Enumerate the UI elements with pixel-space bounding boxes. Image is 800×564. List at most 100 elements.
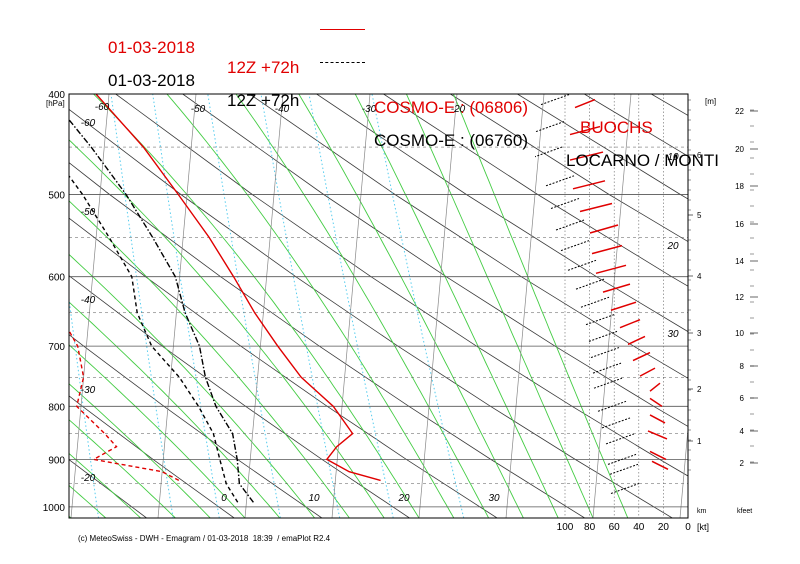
height-m-tick-label: 1: [697, 437, 702, 446]
buochs-wind-barb: [627, 335, 646, 346]
buochs-wind-barb: [619, 318, 641, 329]
buochs-wind-barb: [591, 244, 623, 255]
dry-adiabat: [382, 94, 688, 287]
locarno-wind-barb: [597, 400, 627, 412]
height-ft-tick-label: 22: [735, 107, 744, 116]
locarno-wind-barb: [560, 240, 590, 252]
isotherm: [505, 94, 545, 518]
pressure-tick-label: 400: [48, 90, 65, 101]
wind-barbs: [535, 94, 669, 494]
buochs-wind-barb: [632, 351, 651, 362]
isotherm: [244, 94, 284, 518]
buochs-wind-barb: [579, 202, 613, 213]
isotherm-label: 10: [308, 493, 320, 504]
buochs-wind-barb: [647, 430, 668, 440]
moist-adiabat: [69, 344, 246, 518]
legend-run: 12Z +72h: [227, 58, 300, 77]
height-ft-tick-label: 12: [735, 293, 744, 302]
legend-run: 12Z +72h: [227, 91, 300, 110]
moist-label: 20: [666, 241, 679, 252]
height-m-tick-label: 3: [697, 329, 702, 338]
legend-model: COSMO-E : (06806): [374, 98, 528, 117]
height-ft-tick-label: 6: [740, 394, 745, 403]
buochs-wind-barb: [610, 301, 637, 311]
legend-row-locarno: 01-03-2018 12Z +72h COSMO-E : (06760) LO…: [0, 51, 800, 171]
legend-line-dashdot: [320, 62, 365, 63]
locarno-wind-barb: [555, 219, 585, 231]
isotherm: [679, 424, 688, 518]
height-ft-tick-label: 2: [740, 459, 745, 468]
moist-adiabat: [69, 419, 176, 518]
isotherm-label: 30: [488, 493, 500, 504]
legend-date: 01-03-2018: [108, 38, 195, 57]
height-ft-tick-label: 20: [735, 145, 744, 154]
isotherm-label: -60: [95, 102, 110, 113]
height-ft-tick-label: 18: [735, 182, 744, 191]
isotherm-label: -40: [275, 104, 290, 115]
height-m-tick-label: 5: [697, 211, 702, 220]
buochs-wind-barb: [602, 283, 631, 293]
height-ft-tick-label: 10: [735, 329, 744, 338]
dry-adiabat: [449, 94, 688, 243]
locarno-wind-barb: [535, 121, 565, 133]
locarno-wind-barb: [575, 278, 605, 290]
wind-tick-label: 80: [584, 522, 596, 533]
sounding-profiles: [69, 94, 381, 503]
buochs-wind-barb: [572, 180, 606, 190]
km-label: km: [697, 508, 707, 515]
isotherm-label: -40: [81, 295, 96, 306]
buochs-wind-barb: [649, 414, 666, 424]
plot-border: [68, 93, 689, 519]
pressure-tick-label: 700: [48, 342, 65, 353]
height-ft-tick-label: 14: [735, 257, 744, 266]
locarno-wind-barb: [540, 94, 570, 106]
buochs-wind-barb: [651, 460, 669, 470]
isotherm-label: -30: [362, 104, 377, 115]
dry-adiabat: [69, 459, 148, 518]
locarno-wind-barb: [593, 377, 623, 389]
locarno-wind-barb: [607, 453, 637, 465]
isotherm: [70, 94, 110, 518]
buochs-wind-barb: [574, 98, 596, 109]
isotherm: [418, 94, 458, 518]
moist-adiabat: [69, 452, 141, 518]
locarno-wind-barb: [545, 175, 575, 187]
legend-station: BUOCHS: [580, 118, 653, 137]
buochs-temperature-line: [95, 94, 381, 482]
locarno-temperature-line: [69, 118, 254, 503]
isotherm: [157, 94, 197, 518]
moist-label: 10: [667, 152, 679, 163]
wind-unit-label: [kt]: [697, 522, 709, 532]
buochs-dewpoint-line: [69, 329, 180, 482]
locarno-wind-barb: [601, 417, 631, 429]
moist-adiabat: [69, 383, 211, 518]
height-m-tick-label: 2: [697, 385, 702, 394]
height-ft-tick-label: 4: [740, 427, 745, 436]
moist-adiabat: [69, 301, 281, 518]
isotherms: [70, 94, 688, 518]
wind-tick-label: 20: [658, 522, 670, 533]
buochs-wind-barb: [589, 224, 619, 234]
height-m-axis-label: [m]: [705, 97, 716, 106]
kfeet-label: kfeet: [737, 508, 752, 515]
isotherm-label: -60: [81, 118, 96, 129]
isotherm-label: 0: [221, 493, 227, 504]
legend-row-buochs: 01-03-2018 12Z +72h COSMO-E : (06806) BU…: [0, 18, 800, 138]
legend-model: COSMO-E : (06760): [374, 131, 528, 150]
plot-frame: [68, 93, 758, 519]
height-ft-tick-label: 8: [740, 362, 745, 371]
pressure-tick-label: 800: [48, 402, 65, 413]
locarno-wind-barb: [567, 259, 597, 271]
legend-line-solid: [320, 29, 365, 30]
wind-tick-label: 0: [685, 522, 691, 533]
isotherm: [331, 94, 371, 518]
locarno-wind-barb: [610, 483, 640, 494]
pressure-tick-label: 500: [48, 191, 65, 202]
isotherm-label: -20: [451, 104, 466, 115]
height-m-tick-label: 6: [697, 151, 702, 160]
buochs-wind-barb: [569, 125, 601, 136]
wind-tick-label: 60: [609, 522, 621, 533]
locarno-wind-barb: [609, 463, 639, 475]
